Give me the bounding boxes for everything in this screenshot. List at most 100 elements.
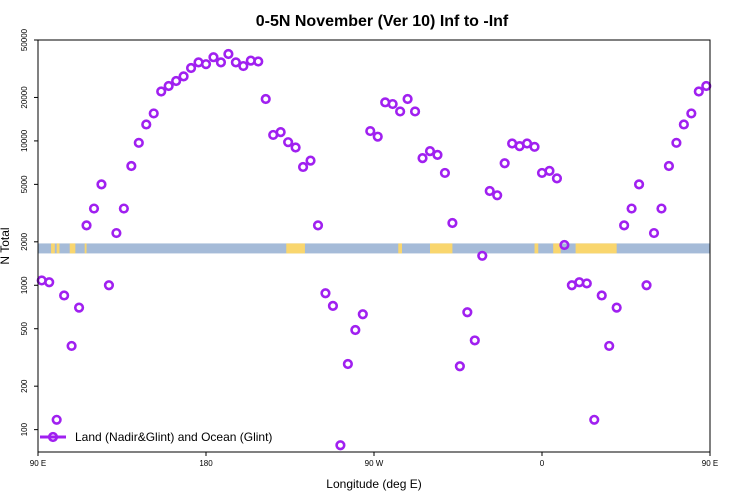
data-point bbox=[447, 217, 458, 229]
data-point bbox=[208, 52, 219, 63]
y-tick-label: 5000 bbox=[20, 175, 29, 193]
data-point bbox=[454, 361, 465, 372]
data-point bbox=[484, 185, 495, 197]
band-layer bbox=[38, 243, 710, 254]
land-segment bbox=[84, 243, 87, 254]
data-point bbox=[693, 86, 704, 97]
data-point bbox=[148, 108, 159, 119]
data-point bbox=[96, 179, 107, 190]
data-point bbox=[626, 203, 637, 214]
data-point bbox=[387, 98, 398, 110]
points-layer bbox=[36, 48, 712, 451]
data-point bbox=[365, 125, 376, 137]
data-point bbox=[103, 280, 115, 291]
data-point bbox=[126, 160, 137, 172]
data-point bbox=[275, 127, 286, 138]
data-point bbox=[283, 137, 294, 148]
data-point bbox=[648, 227, 660, 239]
data-point bbox=[335, 440, 346, 451]
x-tick-label: 0 bbox=[540, 459, 545, 468]
x-tick-label: 90 E bbox=[702, 459, 718, 468]
data-point bbox=[402, 93, 413, 105]
data-point bbox=[238, 60, 249, 72]
legend: Land (Nadir&Glint) and Ocean (Glint) bbox=[40, 430, 272, 444]
land-segment bbox=[534, 243, 539, 254]
land-segment bbox=[51, 243, 55, 254]
y-tick-label: 20000 bbox=[20, 86, 29, 109]
data-point bbox=[551, 173, 563, 184]
data-point bbox=[223, 48, 234, 60]
data-point bbox=[81, 220, 92, 231]
data-point bbox=[215, 57, 227, 68]
y-tick-label: 2000 bbox=[20, 232, 29, 250]
data-point bbox=[342, 358, 353, 370]
data-point bbox=[477, 250, 488, 261]
data-point bbox=[529, 141, 540, 152]
data-point bbox=[469, 335, 480, 346]
data-point bbox=[581, 278, 592, 289]
data-point bbox=[589, 414, 600, 425]
y-axis: 100 200 500 1000 2000 5000 10000 20000 50000 bbox=[20, 28, 38, 436]
data-point bbox=[604, 340, 615, 352]
land-segment bbox=[286, 243, 305, 254]
data-point bbox=[439, 167, 451, 179]
land-segment bbox=[398, 243, 402, 254]
ocean-band bbox=[38, 243, 710, 254]
data-point bbox=[350, 324, 361, 336]
data-point bbox=[297, 161, 309, 173]
x-axis: 90 E 180 90 W 0 90 E bbox=[30, 452, 718, 468]
data-point bbox=[312, 220, 324, 231]
x-tick-label: 90 W bbox=[365, 459, 384, 468]
data-point bbox=[260, 93, 271, 105]
land-segment bbox=[553, 243, 561, 254]
data-point bbox=[409, 106, 421, 117]
data-point bbox=[544, 165, 555, 176]
legend-marker bbox=[47, 431, 59, 443]
y-tick-label: 10000 bbox=[20, 129, 29, 152]
x-tick-label: 180 bbox=[199, 459, 213, 468]
data-point bbox=[372, 131, 383, 142]
data-point bbox=[395, 106, 406, 117]
y-tick-label: 100 bbox=[20, 422, 29, 436]
data-point bbox=[432, 149, 443, 160]
data-point bbox=[686, 108, 697, 119]
data-point bbox=[417, 153, 428, 164]
land-segment bbox=[575, 243, 617, 254]
data-point bbox=[656, 203, 667, 214]
data-point bbox=[44, 277, 55, 288]
data-point bbox=[290, 142, 301, 153]
x-tick-label: 90 E bbox=[30, 459, 46, 468]
land-segment bbox=[430, 243, 453, 254]
y-tick-label: 50000 bbox=[20, 28, 29, 51]
x-axis-label: Longitude (deg E) bbox=[326, 477, 421, 491]
legend-label: Land (Nadir&Glint) and Ocean (Glint) bbox=[75, 430, 272, 444]
data-point bbox=[178, 71, 189, 82]
land-segment bbox=[56, 243, 60, 254]
data-point bbox=[230, 57, 241, 68]
data-point bbox=[141, 119, 152, 130]
data-point bbox=[671, 137, 682, 148]
data-point bbox=[118, 203, 129, 214]
data-point bbox=[111, 227, 122, 239]
land-segment bbox=[69, 243, 76, 254]
data-point bbox=[492, 190, 503, 201]
data-point bbox=[611, 302, 622, 313]
data-point bbox=[185, 62, 197, 74]
y-axis-label: N Total bbox=[0, 227, 12, 264]
data-point bbox=[327, 300, 339, 311]
data-point bbox=[596, 290, 607, 301]
data-point bbox=[305, 155, 316, 166]
data-point bbox=[253, 56, 264, 67]
data-point bbox=[357, 309, 368, 320]
data-point bbox=[619, 220, 630, 231]
data-point bbox=[200, 59, 212, 70]
data-point bbox=[462, 307, 473, 318]
data-point bbox=[51, 414, 62, 425]
data-point bbox=[171, 75, 182, 87]
y-tick-label: 500 bbox=[20, 322, 29, 336]
data-point bbox=[633, 179, 645, 190]
data-point bbox=[641, 280, 652, 291]
chart-title: 0-5N November (Ver 10) Inf to -Inf bbox=[256, 13, 509, 30]
data-point bbox=[133, 137, 144, 148]
data-point bbox=[88, 203, 100, 214]
